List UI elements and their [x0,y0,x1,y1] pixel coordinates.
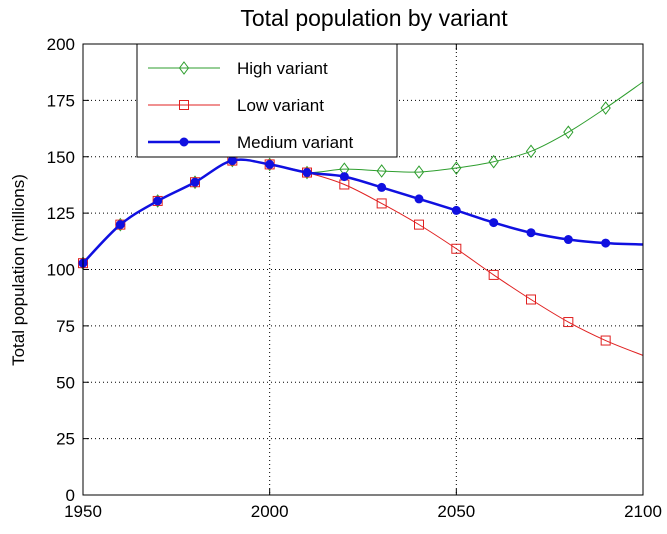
data-point-low-variant [451,243,462,254]
chart-title: Total population by variant [240,5,508,31]
y-axis-label: Total population (millions) [9,174,28,366]
y-tick-label: 150 [47,148,75,167]
data-point-high-variant [525,144,537,159]
data-point-low-variant [376,198,387,209]
legend-label-high-variant: High variant [237,59,328,78]
data-point-medium-variant [489,218,499,228]
y-tick-label: 50 [56,373,75,392]
series-line-medium-variant [82,158,644,265]
data-point-low-variant [526,294,536,305]
legend-entries: High variant Low variant Medium variant [148,59,353,152]
y-tick-label: 25 [56,430,75,449]
y-tick-label: 0 [66,486,75,505]
legend-entry-medium-variant: Medium variant [148,133,353,152]
data-point-medium-variant [601,238,611,248]
y-tick-labels: 0 25 50 75 100 125 150 175 200 [47,35,75,505]
data-point-medium-variant [414,194,424,204]
data-point-medium-variant [377,182,387,192]
data-point-low-variant [600,335,611,346]
y-tick-label: 200 [47,35,75,54]
data-point-medium-variant [339,172,349,182]
legend-label-low-variant: Low variant [237,96,324,115]
data-point-medium-variant [190,177,200,187]
data-point-medium-variant [563,235,573,245]
x-tick-labels: 1950 2000 2050 2100 [64,502,662,521]
data-point-high-variant [600,101,611,115]
data-point-medium-variant [227,156,237,166]
x-tick-label: 2100 [624,502,662,521]
data-point-high-variant [563,125,574,140]
y-tick-label: 175 [47,91,75,110]
data-point-medium-variant [302,168,312,178]
y-tick-label: 75 [56,317,75,336]
data-point-low-variant [488,269,499,280]
legend-marker-high-variant [178,61,190,75]
x-tick-label: 2050 [437,502,475,521]
legend-label-medium-variant: Medium variant [237,133,353,152]
data-point-medium-variant [451,205,461,215]
x-tick-label: 1950 [64,502,102,521]
data-point-medium-variant [153,196,163,206]
legend-marker-medium-variant [179,137,189,147]
y-tick-label: 125 [47,204,75,223]
legend-entry-low-variant: Low variant [148,96,324,115]
data-point-low-variant [563,317,574,328]
x-tick-label: 2000 [251,502,289,521]
data-point-high-variant [488,154,499,169]
data-point-low-variant [414,219,424,230]
series-layer [77,81,644,356]
legend-marker-low-variant [179,100,189,110]
data-point-high-variant [451,161,462,175]
legend-entry-high-variant: High variant [148,59,328,78]
data-point-high-variant [376,164,387,178]
y-tick-label: 100 [47,261,75,280]
data-point-medium-variant [115,220,125,230]
data-point-medium-variant [526,228,536,238]
legend: High variant Low variant Medium variant [136,43,398,158]
data-point-high-variant [413,165,425,179]
data-point-medium-variant [265,159,275,169]
series-medium-variant [78,156,644,268]
